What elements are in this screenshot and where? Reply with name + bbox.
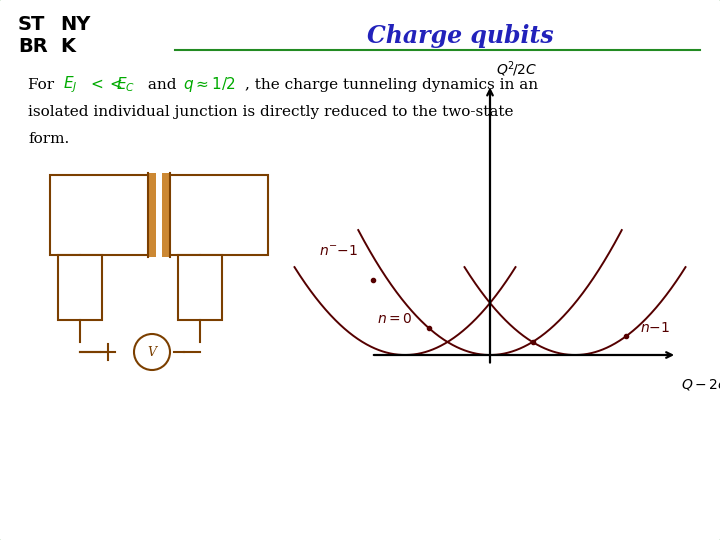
Text: $E_C$: $E_C$ [116,76,135,94]
Text: K: K [60,37,75,56]
Text: $q\approx 1/2$: $q\approx 1/2$ [183,76,236,94]
Text: , the charge tunneling dynamics in an: , the charge tunneling dynamics in an [245,78,538,92]
Text: $E_J$: $E_J$ [63,75,78,95]
Text: $n=0$: $n=0$ [377,312,413,326]
Text: $Q-2e(n-q)$: $Q-2e(n-q)$ [681,376,720,394]
Text: Charge qubits: Charge qubits [366,24,553,48]
Text: BR: BR [18,37,48,56]
Text: isolated individual junction is directly reduced to the two-state: isolated individual junction is directly… [28,105,513,119]
Bar [58,255,102,320]
Text: $n{-}1$: $n{-}1$ [640,321,670,335]
Text: For: For [28,78,59,92]
Bar [178,255,222,320]
Text: $Q^2\!/2C$: $Q^2\!/2C$ [496,60,537,79]
Text: ST: ST [18,15,45,34]
Bar [162,173,170,257]
Circle shape [134,334,170,370]
Text: NY: NY [60,15,91,34]
Text: $n^{-}{-}1$: $n^{-}{-}1$ [319,244,359,258]
Text: V: V [148,346,156,359]
Text: form.: form. [28,132,69,146]
Text: $<<$: $<<$ [88,78,123,92]
Text: and: and [143,78,181,92]
Bar [168,175,268,255]
Bar [50,175,150,255]
Bar [148,173,156,257]
